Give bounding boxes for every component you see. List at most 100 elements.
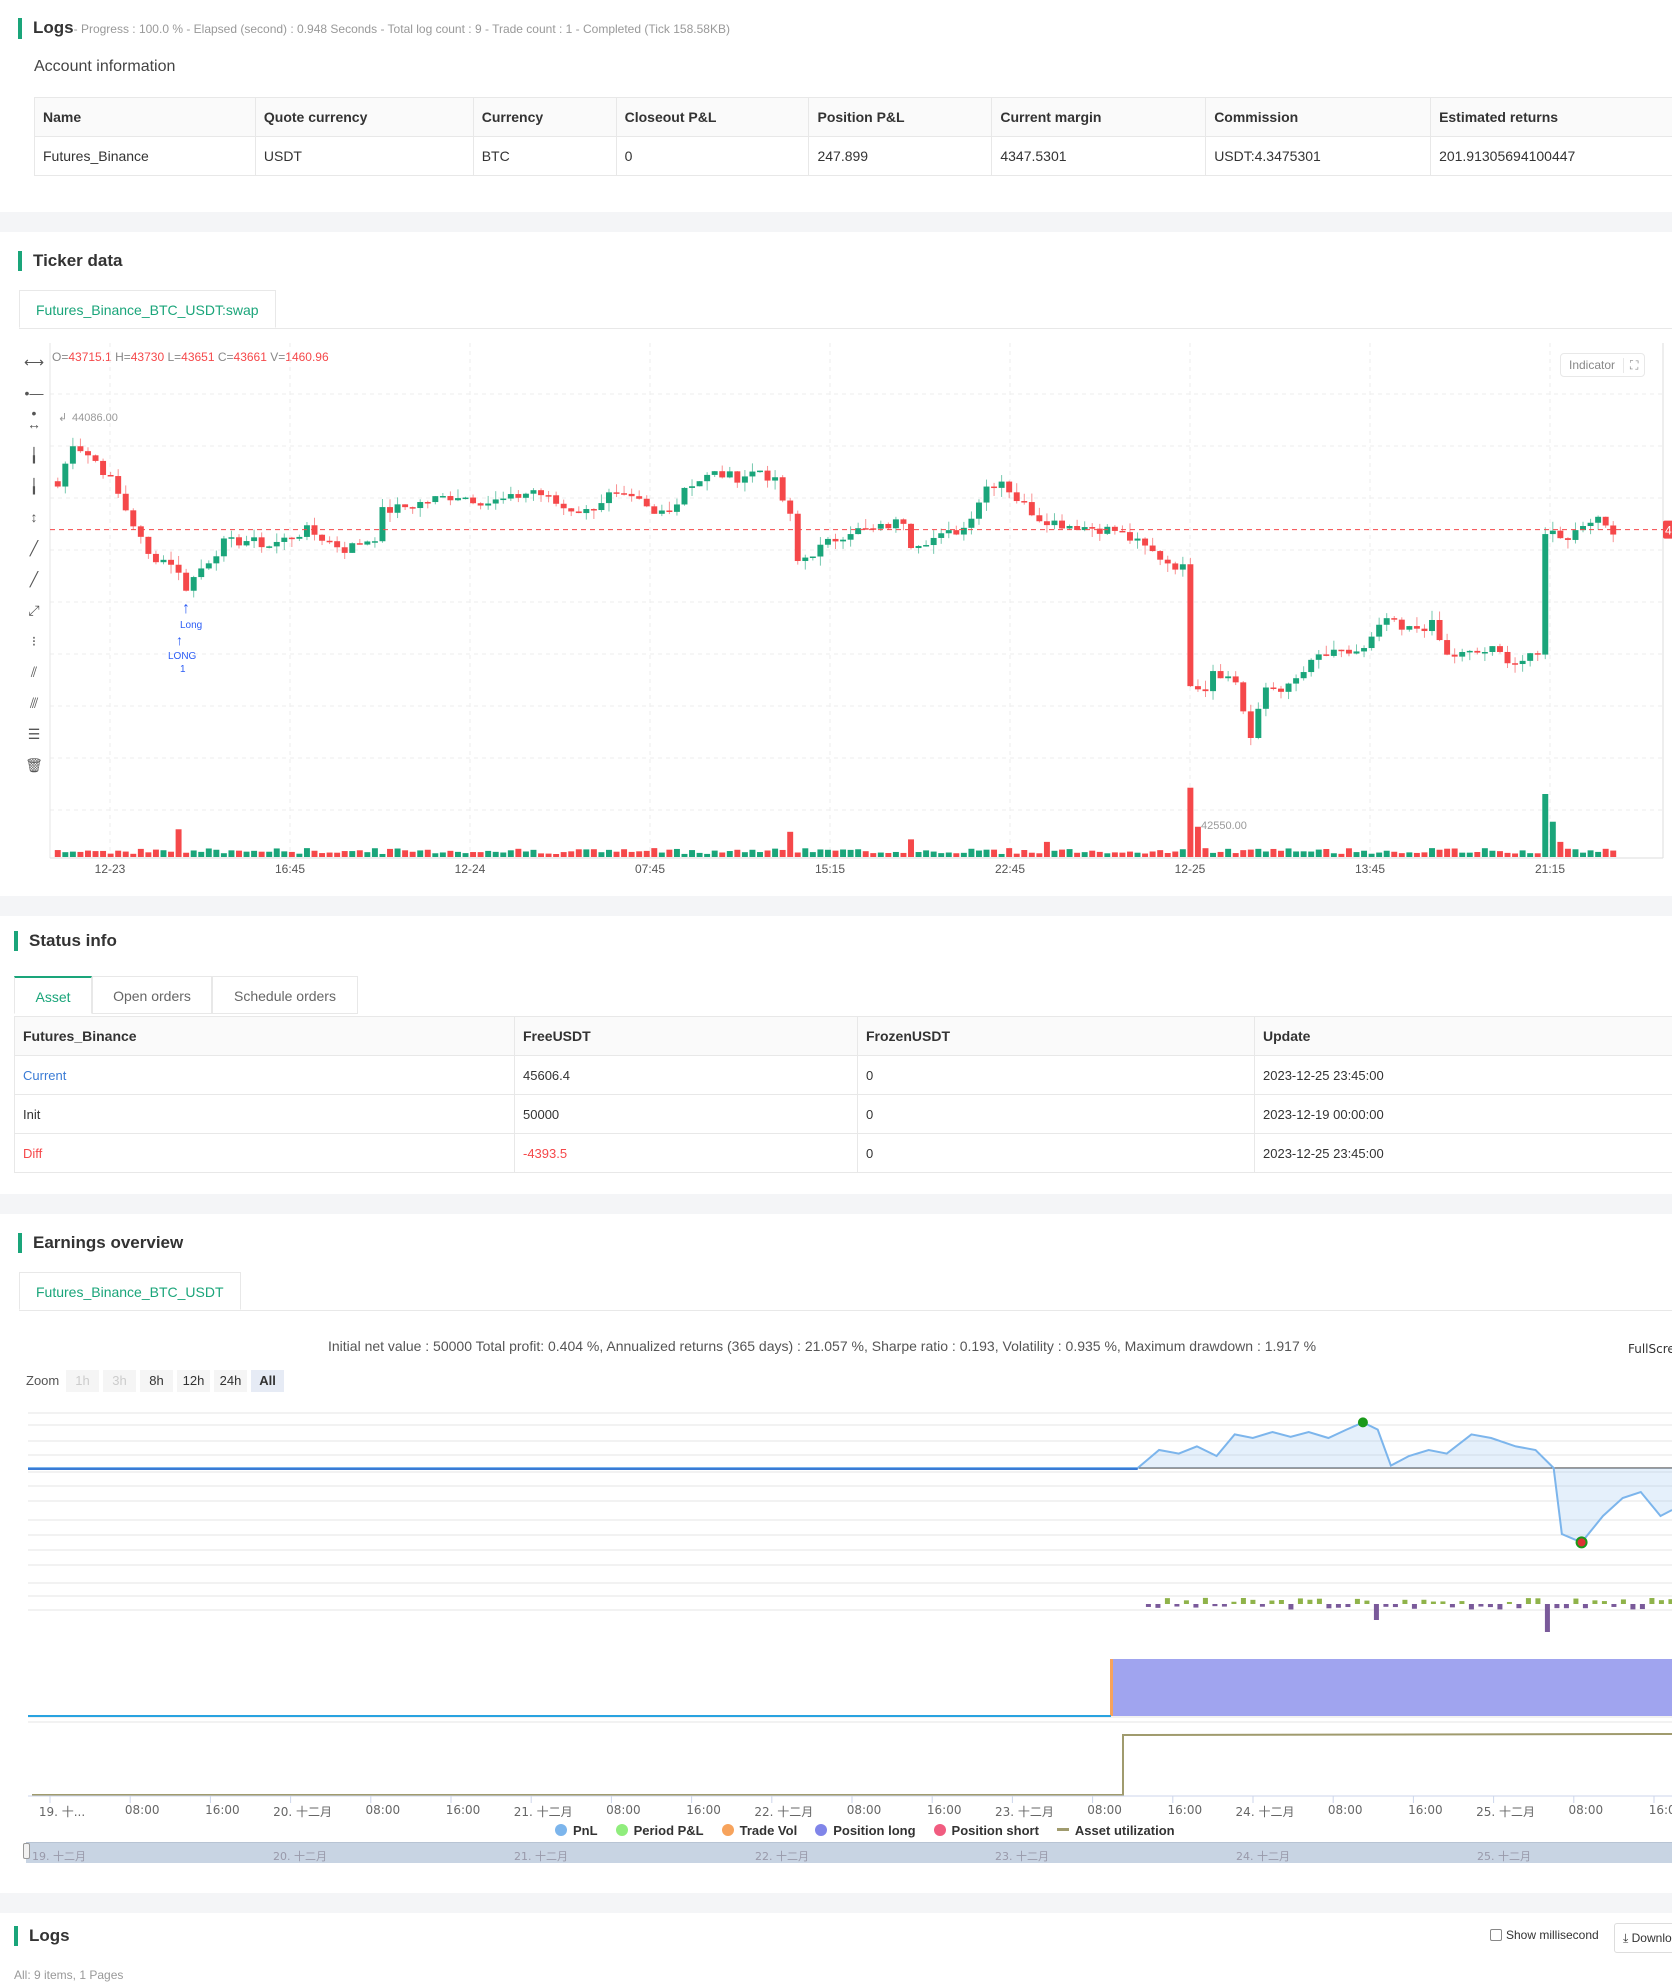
legend-item-pnl[interactable]: PnL	[555, 1823, 598, 1838]
tool-fib-channel-icon[interactable]: ⫻	[24, 693, 44, 713]
volume-bar	[1346, 848, 1352, 857]
period-pnl-bar	[1260, 1604, 1265, 1607]
candle-body	[1542, 534, 1548, 655]
download-button[interactable]: ⤓ Download	[1614, 1923, 1672, 1953]
tab-ticker-symbol[interactable]: Futures_Binance_BTC_USDT:swap	[19, 290, 276, 328]
period-pnl-bar	[1668, 1599, 1672, 1604]
ticker-title: Ticker data	[18, 251, 122, 271]
volume-bar	[1301, 851, 1307, 857]
tool-trend-line-icon[interactable]: ╱	[24, 538, 44, 558]
asset-cell: 50000	[515, 1095, 858, 1134]
candle-body	[1119, 531, 1125, 533]
earnings-chart[interactable]	[0, 1395, 1672, 1805]
section-divider	[0, 896, 1672, 916]
zoom-24h-button[interactable]: 24h	[214, 1370, 247, 1392]
navigator-handle[interactable]	[23, 1843, 30, 1859]
volume-bar	[629, 852, 635, 857]
tool-parallel-channel-icon[interactable]: ⫽	[24, 662, 44, 682]
legend-item-position-short[interactable]: Position short	[934, 1823, 1039, 1838]
candle-body	[153, 554, 159, 562]
volume-bar	[598, 852, 604, 857]
candle-body	[236, 537, 242, 545]
volume-bar	[115, 851, 121, 857]
volume-bar	[765, 851, 771, 857]
tool-horizontal-segment-icon[interactable]: •—•	[24, 383, 44, 403]
candle-body	[825, 539, 831, 545]
time-axis-label: 15:15	[815, 862, 845, 876]
asset-col-header: Futures_Binance	[15, 1017, 515, 1056]
checkbox[interactable]	[1490, 1929, 1502, 1941]
zoom-12h-button[interactable]: 12h	[177, 1370, 210, 1392]
tool-vertical-line-icon[interactable]: ↕	[24, 507, 44, 527]
candle-body	[583, 509, 589, 513]
period-pnl-bar	[1507, 1602, 1512, 1604]
volume-bar	[893, 852, 899, 857]
tool-vertical-ray-icon[interactable]: ╽	[24, 445, 44, 465]
volume-bar	[138, 849, 144, 857]
candle-body	[62, 464, 68, 487]
show-millisecond-toggle[interactable]: Show millisecond	[1490, 1928, 1599, 1942]
candle-body	[1263, 688, 1269, 709]
section-divider	[0, 212, 1672, 232]
candle-body	[795, 514, 801, 561]
volume-bar	[644, 851, 650, 857]
volume-bar	[697, 853, 703, 857]
legend-item-period-p-l[interactable]: Period P&L	[616, 1823, 704, 1838]
volume-bar	[259, 852, 265, 857]
candle-body	[810, 557, 816, 559]
fullscreen-button[interactable]: FullScreen	[1628, 1342, 1672, 1356]
candle-body	[198, 568, 204, 577]
volume-bar	[523, 851, 529, 857]
candle-body	[1036, 515, 1042, 521]
tab-schedule-orders[interactable]: Schedule orders	[212, 976, 358, 1014]
logs-title-bottom: Logs	[14, 1926, 70, 1946]
volume-bar	[1089, 851, 1095, 857]
candle-body	[364, 541, 370, 544]
volume-bar	[387, 849, 393, 857]
tab-asset[interactable]: Asset	[14, 976, 92, 1014]
volume-bar	[1527, 853, 1533, 857]
tab-open-orders[interactable]: Open orders	[92, 976, 212, 1014]
tool-extended-line-icon[interactable]: ⤢	[24, 600, 44, 620]
candle-body	[1376, 625, 1382, 637]
volume-bar	[561, 852, 567, 857]
volume-bar	[108, 854, 114, 857]
candle-body	[319, 535, 325, 541]
zoom-3h-button[interactable]: 3h	[103, 1370, 136, 1392]
volume-bar	[938, 853, 944, 857]
tool-fib-retracement-icon[interactable]: ☰	[24, 724, 44, 744]
candle-body	[372, 541, 378, 543]
volume-bar	[85, 851, 91, 857]
zoom-1h-button[interactable]: 1h	[66, 1370, 99, 1392]
candle-body	[463, 498, 469, 500]
tool-price-label-icon[interactable]: ⁝	[24, 631, 44, 651]
download-icon: ⤓	[1623, 1931, 1632, 1945]
account-col-header: Closeout P&L	[616, 98, 809, 137]
candle-body	[70, 446, 76, 463]
x-axis-label: 08:00	[1569, 1803, 1604, 1817]
legend-item-asset-utilization[interactable]: Asset utilization	[1057, 1823, 1175, 1838]
volume-bar	[1104, 853, 1110, 857]
account-cell: 247.899	[809, 137, 992, 176]
candle-body	[244, 541, 250, 545]
legend-item-trade-vol[interactable]: Trade Vol	[722, 1823, 798, 1838]
zoom-8h-button[interactable]: 8h	[140, 1370, 173, 1392]
candle-body	[289, 538, 295, 540]
volume-bar	[1338, 854, 1344, 857]
tool-horizontal-ray-icon[interactable]: ⟷	[24, 352, 44, 372]
candle-body	[1497, 646, 1503, 652]
tab-earnings-symbol[interactable]: Futures_Binance_BTC_USDT	[19, 1272, 241, 1310]
tool-horizontal-line-icon[interactable]: ↔	[24, 414, 44, 434]
candle-body	[1029, 502, 1035, 515]
volume-bar	[848, 850, 854, 857]
pnl-area	[28, 1422, 1672, 1542]
tool-ray-line-icon[interactable]: ╱	[24, 569, 44, 589]
candle-body	[923, 545, 929, 547]
tool-trash-icon[interactable]: 🗑	[24, 755, 44, 775]
legend-item-position-long[interactable]: Position long	[815, 1823, 915, 1838]
candle-body	[1286, 684, 1292, 692]
tool-vertical-segment-icon[interactable]: ╽	[24, 476, 44, 496]
zoom-All-button[interactable]: All	[251, 1370, 284, 1392]
volume-bar	[553, 854, 559, 857]
